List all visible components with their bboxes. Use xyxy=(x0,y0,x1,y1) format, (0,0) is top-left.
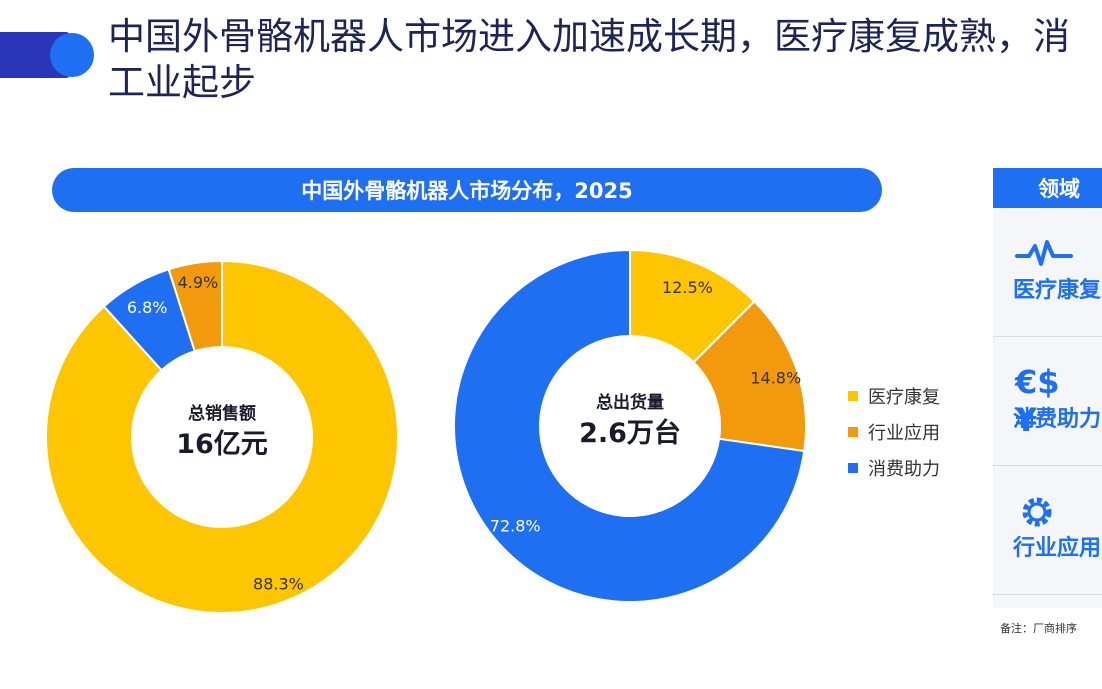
donut-center-label: 总出货量 xyxy=(596,392,664,413)
slice-data-label: 14.8% xyxy=(750,368,801,387)
donut-slice xyxy=(167,259,223,353)
domain-row-medical: 医疗康复 xyxy=(993,208,1102,337)
slice-data-label: 88.3% xyxy=(253,575,304,594)
legend-label: 行业应用 xyxy=(868,423,940,444)
domain-row-label: 医疗康复 xyxy=(1013,278,1102,303)
donut-slice xyxy=(453,248,806,603)
domain-row-consumer: €$¥ 消费助力 xyxy=(993,337,1102,466)
slice-data-label: 72.8% xyxy=(490,516,541,535)
donut-center-label: 总销售额 xyxy=(188,403,256,424)
page-title-line1: 中国外骨骼机器人市场进入加速成长期，医疗康复成熟，消 xyxy=(108,15,1070,58)
legend-label: 医疗康复 xyxy=(868,387,940,408)
chart-banner: 中国外骨骼机器人市场分布，2025 xyxy=(52,168,882,212)
domain-row-label: 消费助力 xyxy=(1013,407,1102,432)
heartbeat-icon xyxy=(1015,240,1073,266)
page-title-line2: 工业起步 xyxy=(108,61,256,104)
legend-swatch-consumer xyxy=(848,463,858,473)
gear-icon xyxy=(1022,497,1052,527)
slice-data-label: 4.9% xyxy=(178,273,219,292)
currency-icon: €$¥ xyxy=(1015,363,1060,439)
domain-row-label: 行业应用 xyxy=(1013,536,1102,561)
legend-item: 消费助力 xyxy=(848,450,940,486)
legend-label: 消费助力 xyxy=(868,459,940,480)
domain-panel: 领域 医疗康复 €$¥ 消费助力 行业应用 xyxy=(993,168,1102,608)
domain-panel-header: 领域 xyxy=(993,168,1102,208)
footnote: 备注：厂商排序 xyxy=(1000,622,1077,635)
domain-row-industry: 行业应用 xyxy=(993,466,1102,595)
legend-item: 行业应用 xyxy=(848,414,940,450)
donut-slice xyxy=(45,259,399,614)
legend-swatch-industry xyxy=(848,427,858,437)
title-accent-dot xyxy=(50,33,94,77)
legend-item: 医疗康复 xyxy=(848,378,940,414)
donut-center-value: 16亿元 xyxy=(176,429,268,460)
legend: 医疗康复 行业应用 消费助力 xyxy=(848,378,940,486)
page-title: 中国外骨骼机器人市场进入加速成长期，医疗康复成熟，消 工业起步 xyxy=(108,14,1102,106)
slice-data-label: 6.8% xyxy=(127,298,168,317)
legend-swatch-medical xyxy=(848,391,858,401)
donut-center-value: 2.6万台 xyxy=(579,417,681,449)
slice-data-label: 12.5% xyxy=(662,278,713,297)
